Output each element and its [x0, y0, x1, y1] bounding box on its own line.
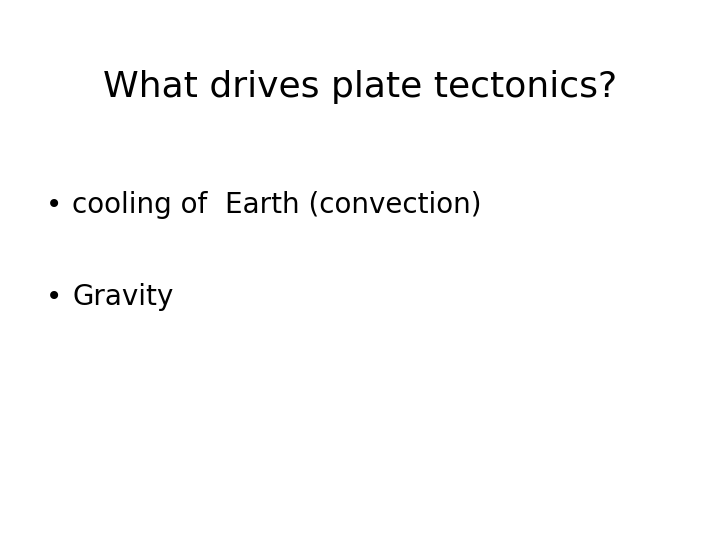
Text: •: • [46, 283, 62, 311]
Text: Gravity: Gravity [72, 283, 174, 311]
Text: •: • [46, 191, 62, 219]
Text: What drives plate tectonics?: What drives plate tectonics? [103, 70, 617, 104]
Text: cooling of  Earth (convection): cooling of Earth (convection) [72, 191, 482, 219]
